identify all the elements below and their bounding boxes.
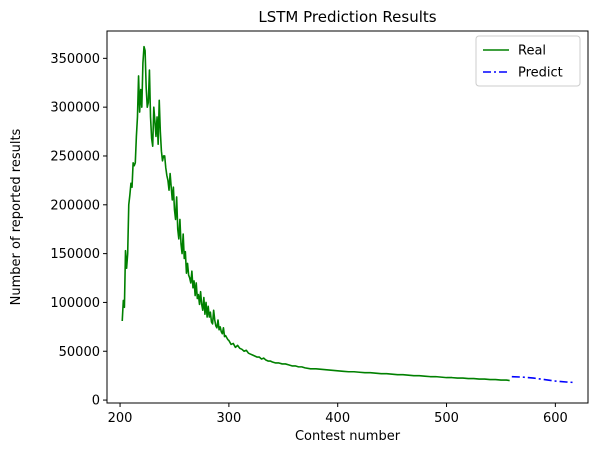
x-axis-label: Contest number: [295, 429, 401, 444]
y-tick-label: 0: [92, 394, 100, 409]
series-line-real: [121, 45, 510, 382]
legend: Real Predict: [475, 35, 581, 87]
legend-label-predict: Predict: [518, 66, 563, 81]
series-layer: [121, 45, 575, 384]
y-axis: 0 50000 100000 150000 200000 250000 300000 3500…: [50, 52, 107, 409]
plot-background: [107, 31, 588, 403]
y-tick-label: 300000: [50, 101, 100, 116]
plot-frame: [106, 30, 589, 404]
chart-title: LSTM Prediction Results: [258, 8, 436, 26]
y-tick-label: 200000: [50, 198, 100, 213]
y-tick-label: 250000: [50, 149, 100, 164]
x-tick-label: 200: [108, 411, 133, 426]
x-tick-label: 500: [434, 411, 459, 426]
y-tick-label: 150000: [50, 247, 100, 262]
x-tick-label: 300: [216, 411, 241, 426]
y-tick-label: 350000: [50, 52, 100, 67]
y-axis-label: Number of reported results: [9, 128, 24, 305]
x-tick-label: 400: [325, 411, 350, 426]
series-line-predict: [511, 375, 575, 384]
y-tick-label: 100000: [50, 296, 100, 311]
x-tick-label: 600: [543, 411, 568, 426]
plot-area: [106, 30, 589, 404]
legend-label-real: Real: [518, 44, 546, 59]
y-tick-label: 50000: [59, 345, 100, 360]
legend-box: [475, 35, 581, 87]
x-axis: 200 300 400 500 600: [108, 403, 568, 426]
